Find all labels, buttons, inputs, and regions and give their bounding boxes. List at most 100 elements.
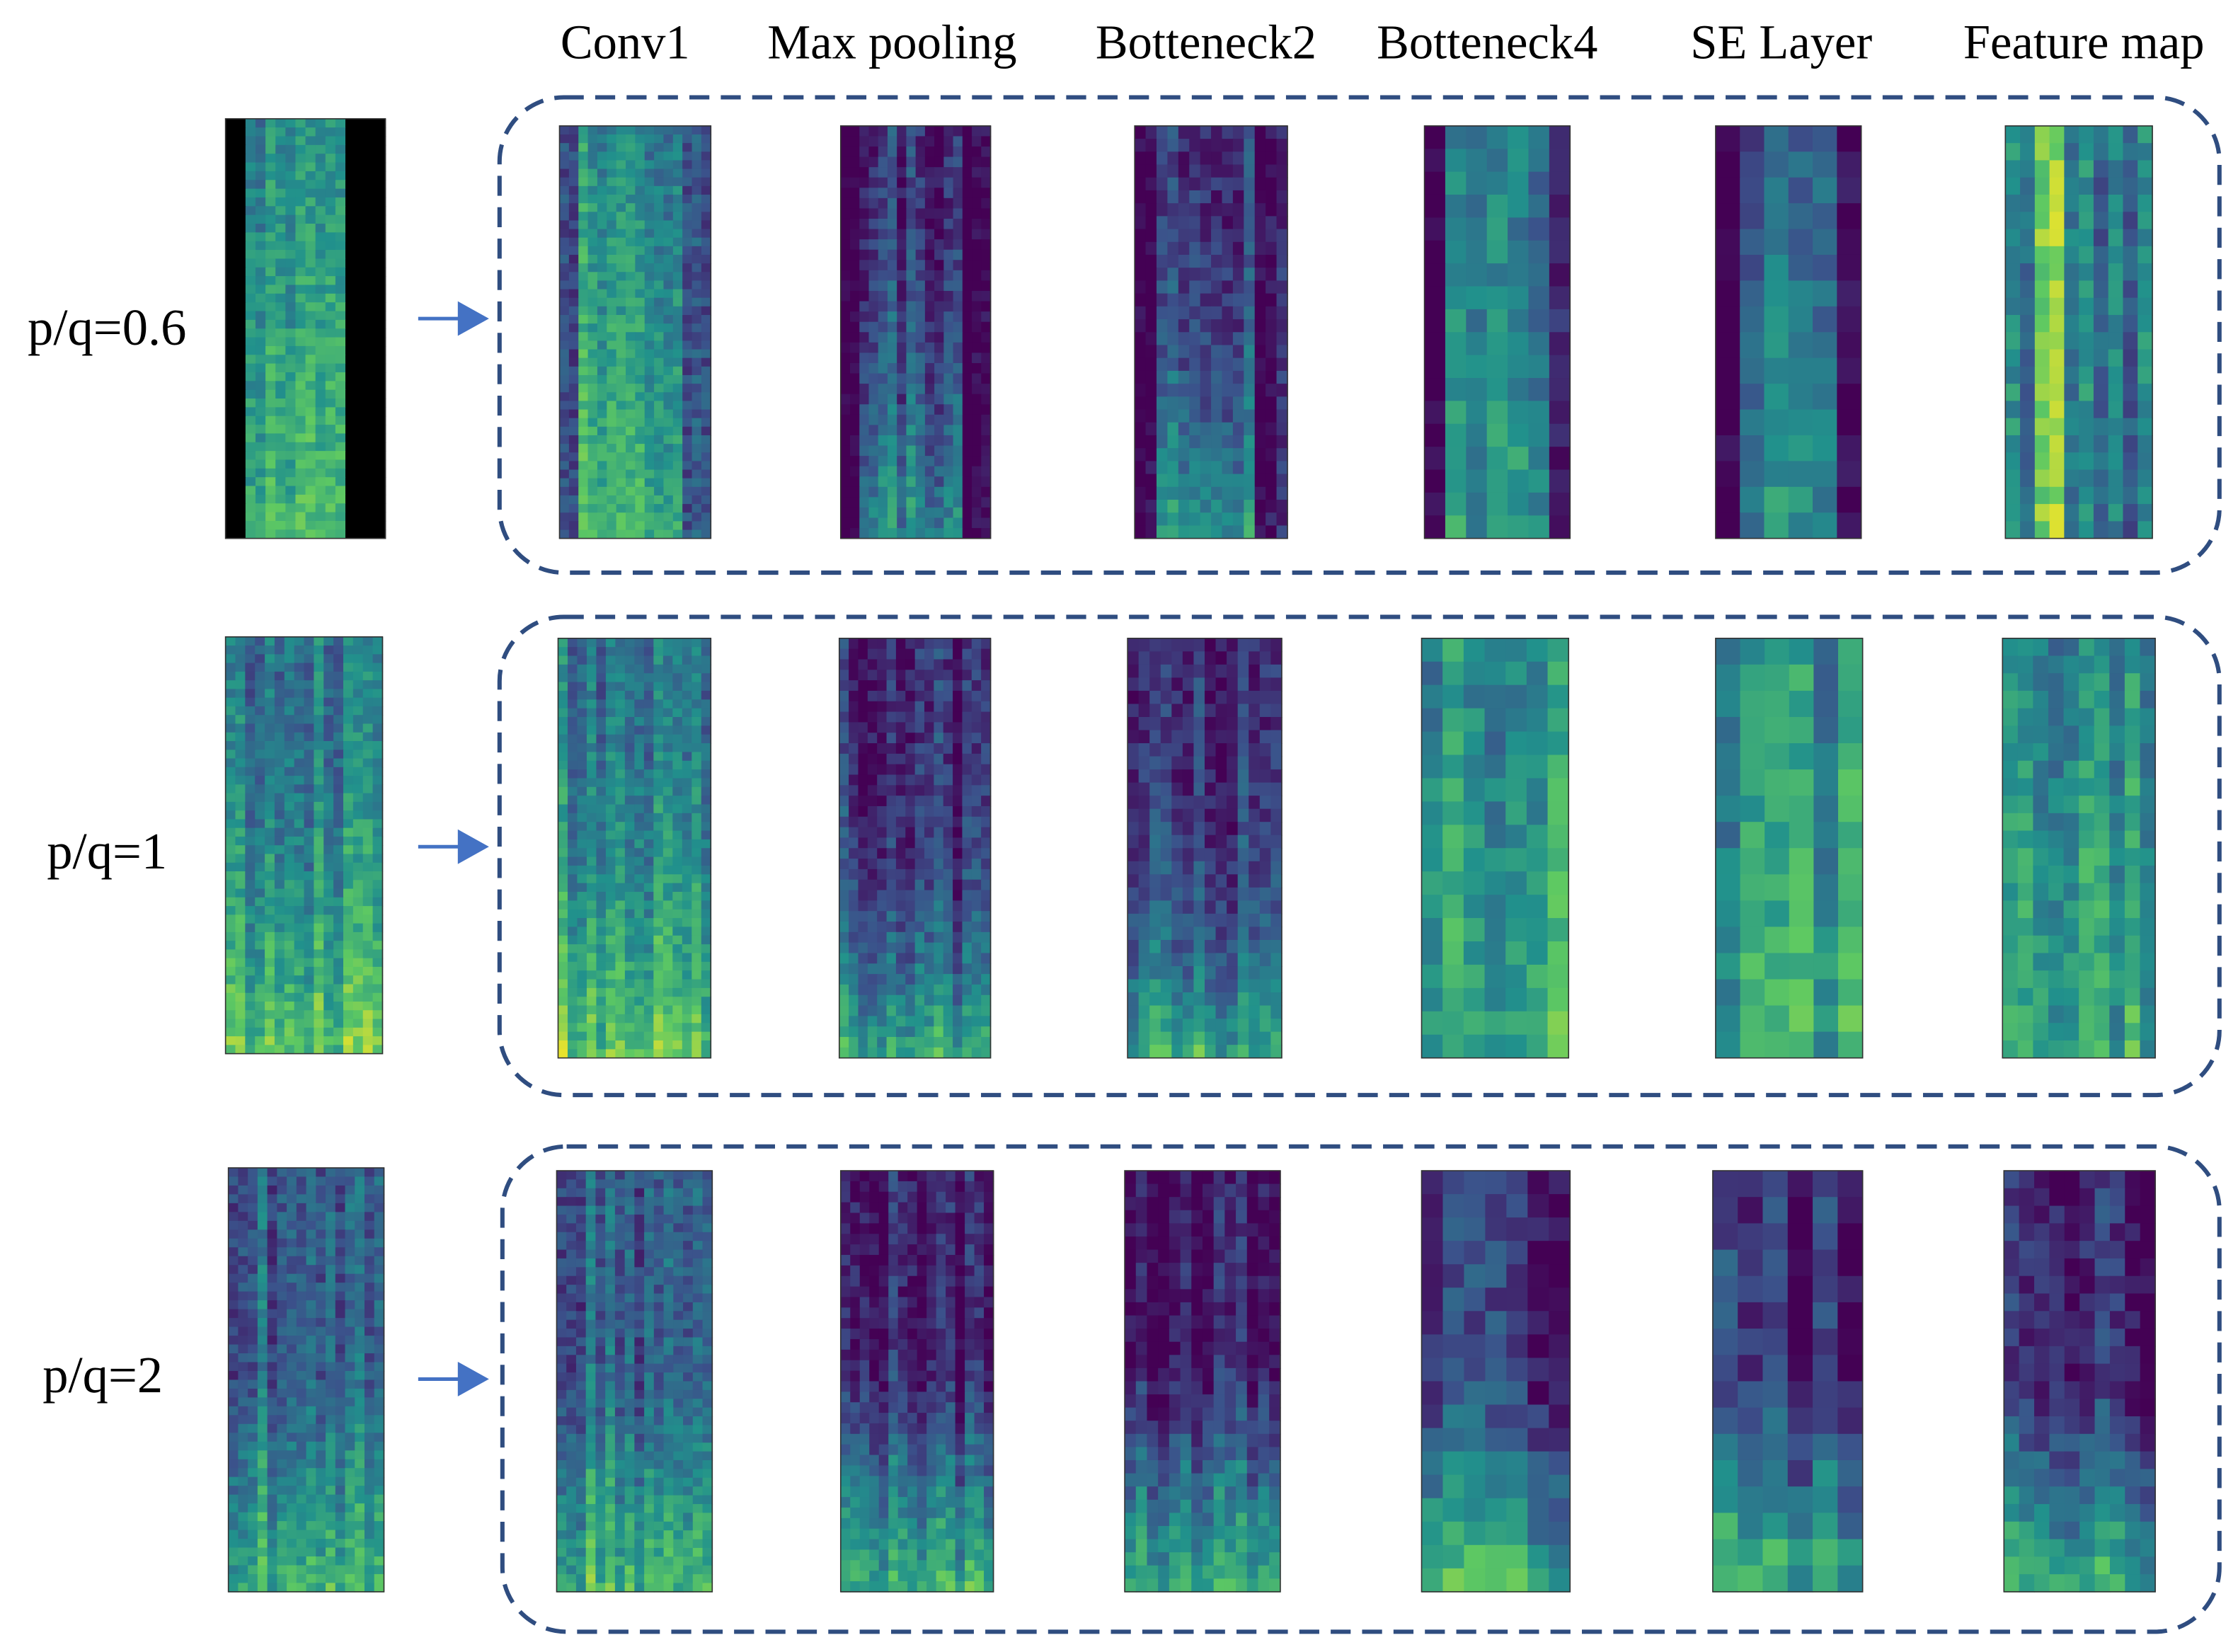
pixel — [2064, 401, 2079, 419]
pixel — [971, 648, 982, 660]
pixel — [225, 398, 236, 408]
pixel — [345, 503, 356, 513]
pixel — [626, 332, 636, 342]
pixel — [692, 263, 702, 273]
pixel — [284, 827, 295, 837]
pixel — [877, 722, 888, 734]
pixel — [971, 711, 982, 723]
pixel — [1445, 355, 1467, 379]
pixel — [225, 949, 236, 959]
pixel — [850, 270, 861, 282]
pixel — [1486, 355, 1508, 379]
pixel — [295, 337, 306, 347]
pixel — [626, 151, 636, 161]
pixel — [682, 1040, 693, 1050]
pixel — [981, 528, 992, 539]
pixel — [2137, 263, 2153, 282]
pixel — [567, 900, 578, 910]
pixel — [615, 786, 626, 796]
pixel — [285, 345, 297, 356]
pixel — [1508, 492, 1530, 517]
pixel — [924, 167, 935, 178]
pixel — [586, 638, 597, 648]
pixel — [352, 758, 364, 768]
pixel — [981, 743, 992, 755]
pixel — [285, 250, 297, 260]
pixel — [567, 655, 578, 665]
pixel — [701, 435, 712, 444]
pixel — [615, 1023, 626, 1033]
pixel — [1266, 384, 1278, 398]
pixel — [295, 206, 306, 216]
pixel — [295, 171, 306, 181]
pixel — [953, 373, 963, 384]
pixel — [343, 723, 354, 733]
pixel — [294, 966, 305, 977]
pixel — [568, 168, 580, 178]
pixel — [265, 888, 275, 898]
pixel — [597, 323, 608, 333]
pixel — [265, 363, 277, 373]
pixel — [225, 171, 236, 181]
pixel — [325, 503, 336, 513]
pixel — [662, 725, 674, 735]
pixel — [943, 352, 954, 364]
pixel — [615, 883, 626, 893]
pixel — [352, 880, 364, 890]
pixel — [225, 355, 236, 365]
pixel — [558, 716, 568, 727]
pixel — [867, 670, 878, 681]
pixel — [663, 444, 674, 454]
pixel — [333, 966, 344, 977]
pixel — [626, 143, 636, 153]
pixel — [962, 796, 972, 807]
pixel — [587, 151, 598, 161]
pixel — [1200, 357, 1212, 372]
pixel — [1222, 345, 1234, 359]
pixel — [897, 229, 907, 240]
pixel — [1232, 357, 1245, 372]
pixel — [1157, 254, 1169, 269]
pixel — [1549, 309, 1571, 333]
pixel — [924, 743, 935, 755]
pixel — [692, 1040, 702, 1050]
pixel — [895, 774, 907, 786]
pixel — [345, 267, 356, 277]
pixel — [1244, 229, 1256, 243]
dashed-boxes — [497, 95, 2222, 1634]
pixel — [559, 504, 570, 514]
pixel — [225, 992, 236, 1002]
pixel — [653, 786, 664, 796]
pixel — [2137, 212, 2153, 230]
pixel — [701, 297, 712, 307]
pixel — [578, 143, 589, 153]
pixel — [654, 297, 665, 307]
pixel — [1211, 448, 1223, 462]
pixel — [315, 425, 326, 435]
pixel — [596, 708, 607, 718]
pixel — [245, 897, 256, 907]
pixel — [1211, 280, 1223, 294]
pixel — [859, 260, 870, 271]
pixel — [867, 733, 878, 744]
pixel — [245, 136, 256, 146]
pixel — [626, 340, 636, 350]
pixel — [2005, 349, 2021, 367]
pixel — [626, 160, 636, 170]
pixel — [672, 856, 683, 866]
pixel — [587, 332, 598, 342]
pixel — [692, 529, 702, 539]
pixel — [596, 822, 607, 832]
pixel — [559, 185, 570, 195]
pixel — [2034, 418, 2050, 436]
pixel — [2064, 366, 2079, 384]
pixel — [235, 136, 246, 146]
pixel — [943, 837, 953, 849]
pixel — [653, 830, 664, 840]
pixel — [596, 892, 607, 902]
pixel — [1211, 486, 1223, 500]
pixel — [586, 734, 597, 744]
pixel — [275, 520, 287, 531]
pixel — [304, 646, 315, 655]
column-header: Botteneck2 — [1096, 16, 1316, 69]
